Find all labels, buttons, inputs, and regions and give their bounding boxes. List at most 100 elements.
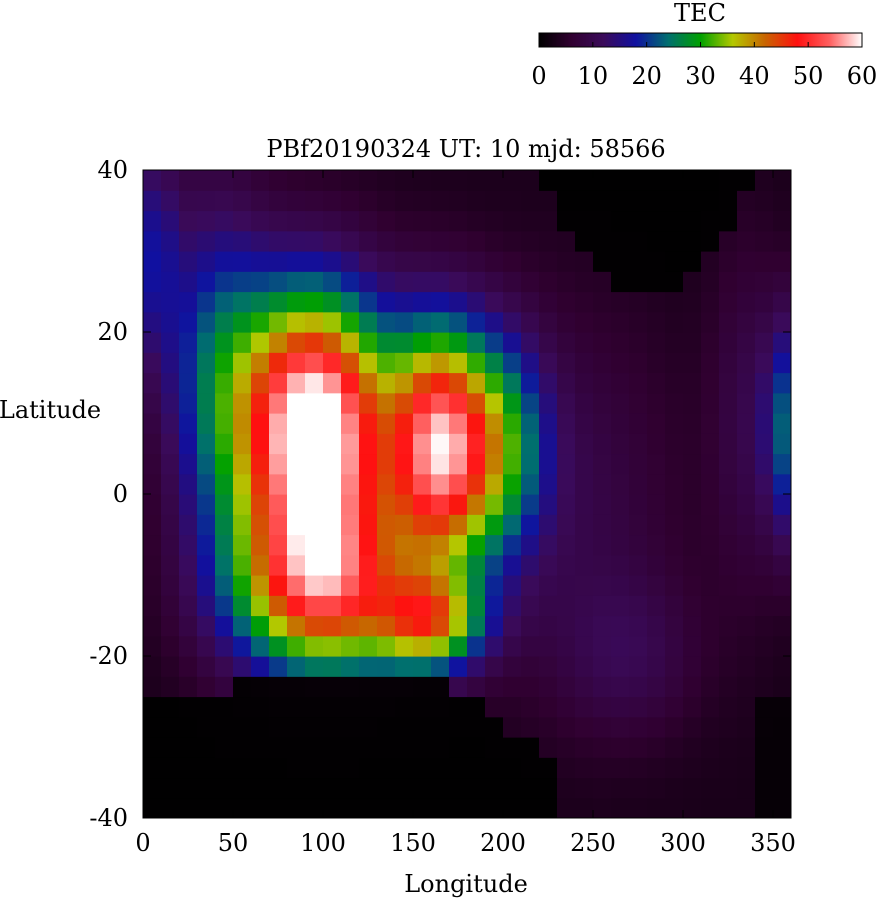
heatmap-cell (683, 595, 702, 617)
heatmap-cell (485, 534, 504, 556)
heatmap-cell (629, 777, 648, 799)
heatmap-cell (467, 230, 486, 252)
heatmap-cell (467, 676, 486, 698)
heatmap-cell (521, 210, 540, 232)
heatmap-cell (665, 372, 684, 394)
heatmap-cell (665, 757, 684, 779)
heatmap-cell (485, 635, 504, 657)
heatmap-cell (575, 291, 594, 313)
heatmap-cell (449, 190, 468, 212)
heatmap-cell (287, 210, 306, 232)
heatmap-cell (683, 413, 702, 434)
heatmap-cell (323, 190, 342, 212)
heatmap-cell (215, 332, 234, 353)
heatmap-cell (611, 494, 630, 515)
heatmap-cell (341, 251, 360, 272)
heatmap-cell (341, 716, 360, 738)
heatmap-cell (431, 413, 450, 434)
heatmap-cell (413, 372, 432, 394)
heatmap-cell (269, 230, 288, 252)
heatmap-cell (521, 737, 540, 758)
heatmap-cell (359, 575, 378, 596)
heatmap-cell (539, 777, 558, 799)
heatmap-cell (737, 413, 756, 434)
heatmap-cell (593, 352, 612, 374)
heatmap-cell (359, 473, 378, 495)
heatmap-cell (539, 716, 558, 738)
heatmap-cell (341, 413, 360, 434)
heatmap-cell (665, 716, 684, 738)
heatmap-cell (503, 615, 522, 637)
heatmap-cell (773, 656, 791, 677)
heatmap-cell (197, 190, 216, 212)
heatmap-cell (665, 656, 684, 677)
heatmap-cell (179, 534, 198, 556)
heatmap-cell (629, 251, 648, 272)
heatmap-cell (215, 271, 234, 293)
heatmap-cell (539, 676, 558, 698)
heatmap-cell (449, 271, 468, 293)
heatmap-cell (737, 656, 756, 677)
heatmap-cell (179, 413, 198, 434)
heatmap-cell (665, 737, 684, 758)
colorbar-tick-label: 0 (531, 62, 546, 90)
heatmap-cell (773, 696, 791, 718)
heatmap-cell (611, 291, 630, 313)
colorbar-tick-label: 60 (847, 62, 877, 90)
heatmap-cell (143, 433, 162, 455)
heatmap-cell (413, 797, 432, 818)
heatmap-cell (179, 372, 198, 394)
x-tick-label: 200 (480, 829, 526, 857)
heatmap-cell (341, 615, 360, 637)
heatmap-cell (485, 311, 504, 333)
heatmap-cell (431, 392, 450, 414)
heatmap-cell (773, 190, 791, 212)
heatmap-cell (179, 271, 198, 293)
heatmap-cell (539, 514, 558, 536)
heatmap-cell (629, 433, 648, 455)
heatmap-cell (287, 352, 306, 374)
heatmap-cell (701, 473, 720, 495)
heatmap-cell (683, 575, 702, 596)
heatmap-cell (251, 595, 270, 617)
heatmap-cell (161, 777, 180, 799)
heatmap-cell (593, 230, 612, 252)
heatmap-cell (701, 392, 720, 414)
heatmap-cell (593, 514, 612, 536)
heatmap-cell (233, 473, 252, 495)
heatmap-cell (251, 332, 270, 353)
heatmap-cell (359, 453, 378, 475)
heatmap-cell (539, 230, 558, 252)
heatmap-cell (413, 392, 432, 414)
heatmap-cell (467, 797, 486, 818)
heatmap-cell (683, 433, 702, 455)
heatmap-cell (143, 372, 162, 394)
heatmap-cell (143, 696, 162, 718)
heatmap-cell (197, 170, 216, 191)
heatmap-cell (683, 757, 702, 779)
heatmap-cell (719, 635, 738, 657)
heatmap-cell (719, 656, 738, 677)
heatmap-cell (719, 453, 738, 475)
heatmap-cell (215, 757, 234, 779)
heatmap-cell (521, 797, 540, 818)
heatmap-cell (557, 777, 576, 799)
heatmap-cell (197, 656, 216, 677)
heatmap-cell (323, 595, 342, 617)
heatmap-cell (395, 757, 414, 779)
heatmap-cell (755, 352, 774, 374)
heatmap-cell (287, 534, 306, 556)
heatmap-cell (503, 210, 522, 232)
heatmap-cell (287, 190, 306, 212)
heatmap-cell (665, 311, 684, 333)
heatmap-cell (215, 453, 234, 475)
heatmap-cell (323, 352, 342, 374)
heatmap-cell (413, 757, 432, 779)
heatmap-cell (287, 230, 306, 252)
heatmap-cell (593, 737, 612, 758)
heatmap-cell (413, 737, 432, 758)
heatmap-cell (359, 271, 378, 293)
heatmap-cell (485, 757, 504, 779)
heatmap-cell (179, 676, 198, 698)
heatmap-cell (683, 656, 702, 677)
